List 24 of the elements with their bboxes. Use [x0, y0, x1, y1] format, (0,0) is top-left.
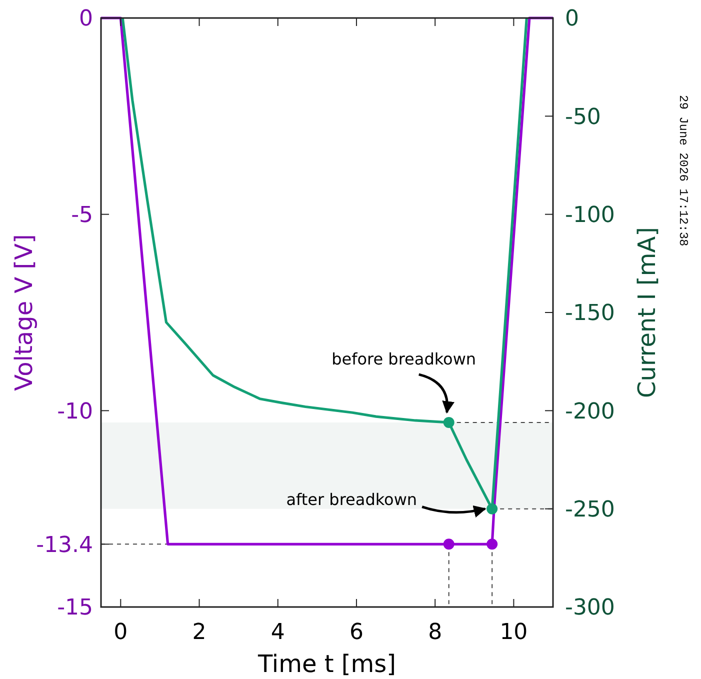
y2-tick-label: -150 — [565, 301, 615, 326]
y-tick-label: -5 — [71, 203, 93, 228]
y2-tick-label: 0 — [565, 6, 579, 32]
y2-tick-label: -250 — [565, 498, 615, 523]
y2-axis-title: Current I [mA] — [633, 227, 661, 398]
x-tick-label: 0 — [114, 620, 128, 645]
x-tick-label: 2 — [192, 620, 206, 645]
y2-tick-label: -50 — [565, 104, 601, 130]
y-tick-label: -13.4 — [36, 532, 93, 558]
y-tick-label: 0 — [79, 6, 93, 32]
y-axis-title: Voltage V [V] — [10, 234, 38, 391]
y2-tick-label: -100 — [565, 203, 615, 228]
annotation: after breadkown — [286, 490, 418, 509]
y2-tick-label: -300 — [565, 596, 615, 621]
x-tick-label: 8 — [428, 620, 442, 645]
y2-tick-label: -200 — [565, 399, 615, 424]
text: 29 June 2026 17:12:38 — [676, 95, 690, 246]
y-tick-label: -15 — [57, 596, 93, 621]
x-axis-title: Time t [ms] — [256, 650, 396, 678]
x-tick-label: 4 — [270, 620, 285, 645]
x-tick-label: 10 — [500, 620, 528, 645]
annotation: before breadkown — [332, 349, 476, 368]
y-tick-label: -10 — [57, 399, 93, 424]
x-tick-label: 6 — [349, 620, 364, 645]
